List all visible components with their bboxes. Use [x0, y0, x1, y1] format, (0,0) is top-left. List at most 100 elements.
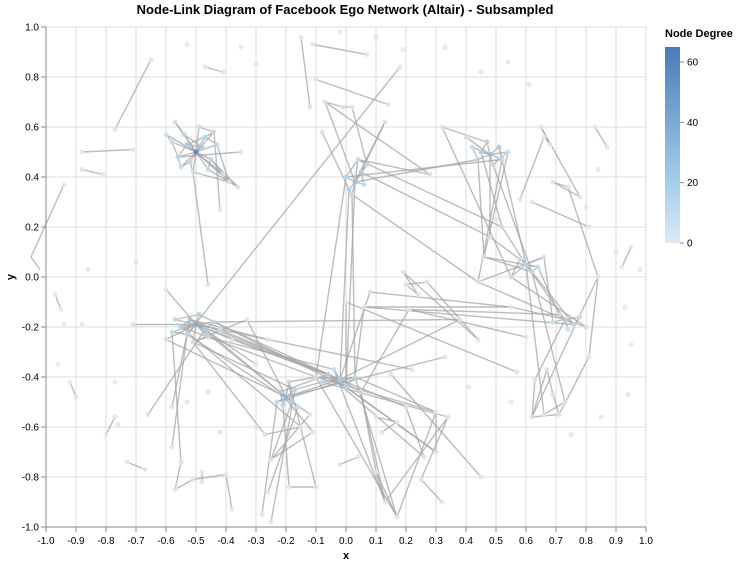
network-node	[508, 399, 514, 405]
network-node	[532, 376, 538, 383]
edge-line	[363, 306, 575, 326]
network-node	[163, 286, 169, 293]
network-node	[478, 149, 484, 155]
network-node	[475, 336, 481, 343]
edge-line	[492, 164, 533, 273]
edge-line	[285, 356, 446, 398]
network-node	[478, 474, 484, 480]
edge-line	[171, 334, 188, 448]
network-node	[172, 119, 178, 125]
network-node	[487, 151, 493, 158]
network-node	[85, 266, 91, 273]
network-node	[265, 336, 271, 343]
network-node	[406, 306, 412, 313]
network-node	[499, 224, 505, 230]
edge-line	[345, 158, 503, 178]
edge-line	[264, 426, 302, 436]
network-node	[517, 256, 523, 263]
edge-line	[174, 461, 182, 490]
edge-line	[171, 141, 179, 158]
network-node	[349, 104, 355, 110]
edge-line	[441, 126, 512, 278]
network-node	[385, 101, 391, 108]
network-node	[613, 249, 619, 255]
edge-line	[165, 133, 197, 153]
edge-line	[186, 136, 206, 146]
edge-line	[333, 369, 386, 503]
edge-line	[174, 318, 197, 326]
x-tick-label: -0.6	[157, 536, 175, 547]
edge-line	[621, 246, 632, 268]
edge-line	[186, 66, 401, 335]
network-node	[331, 366, 337, 373]
network-node	[463, 134, 469, 140]
edge-line	[324, 101, 431, 176]
network-node	[283, 394, 289, 400]
network-node	[565, 184, 571, 190]
network-node	[61, 321, 67, 328]
network-node	[373, 469, 379, 475]
network-node	[583, 204, 589, 210]
edge-line	[171, 331, 182, 463]
edge-line	[354, 306, 365, 378]
edge-line	[567, 186, 599, 278]
network-node	[184, 331, 190, 338]
x-tick-label: -0.9	[67, 536, 85, 547]
network-node	[343, 384, 349, 390]
edge-line	[81, 168, 104, 176]
edge-line	[354, 376, 437, 413]
edge-line	[183, 133, 203, 148]
x-tick-label: 0.3	[429, 536, 443, 547]
network-node	[169, 329, 175, 335]
network-node	[103, 431, 109, 438]
network-node	[229, 336, 235, 343]
network-node	[358, 389, 364, 395]
network-node	[529, 414, 535, 420]
edge-line	[351, 106, 368, 165]
edge-line	[231, 338, 341, 381]
y-tick-label: 0.2	[25, 223, 39, 234]
network-node	[568, 431, 574, 438]
edge-line	[408, 308, 527, 338]
edge-line	[339, 189, 350, 380]
network-node	[628, 341, 634, 348]
edge-line	[192, 341, 266, 435]
x-tick-label: 0.6	[519, 536, 533, 547]
network-node	[445, 414, 451, 420]
network-node	[169, 444, 175, 450]
network-node	[421, 454, 427, 460]
edge-line	[420, 416, 449, 480]
y-tick-label: -1.0	[22, 523, 40, 534]
network-node	[373, 414, 379, 420]
chart-title: Node-Link Diagram of Facebook Ego Networ…	[137, 2, 554, 17]
network-node	[205, 166, 211, 173]
network-node	[199, 144, 205, 150]
edge-line	[267, 406, 299, 493]
edge-line	[543, 401, 566, 416]
network-node	[235, 184, 241, 190]
edge-line	[402, 271, 479, 341]
network-node	[169, 404, 175, 410]
network-node	[286, 379, 292, 385]
edge-line	[510, 276, 587, 328]
x-tick-label: 0.5	[489, 536, 503, 547]
network-node	[202, 64, 208, 70]
network-node	[313, 374, 319, 380]
network-node	[424, 279, 430, 285]
network-node	[163, 131, 169, 138]
plot-area	[30, 26, 647, 528]
edge-line	[192, 171, 230, 183]
network-node	[205, 389, 211, 395]
network-node	[541, 254, 547, 260]
edge-line	[531, 271, 575, 325]
edge-line	[381, 421, 398, 433]
y-tick-label: 0.8	[25, 73, 39, 84]
x-tick-label: -0.5	[187, 536, 205, 547]
network-node	[199, 469, 205, 475]
network-node	[583, 324, 589, 330]
network-node	[442, 354, 448, 360]
network-node	[313, 76, 319, 83]
network-node	[205, 281, 211, 288]
edge-line	[357, 158, 431, 176]
network-node	[220, 171, 226, 178]
